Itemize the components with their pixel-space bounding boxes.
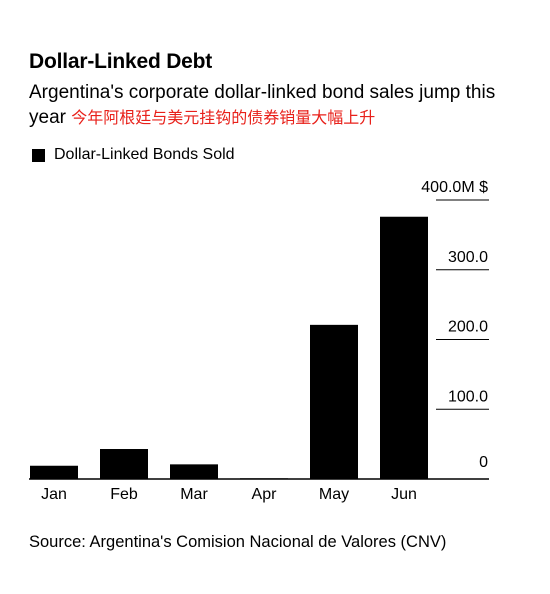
- x-tick-label: Mar: [180, 486, 208, 503]
- legend-label: Dollar-Linked Bonds Sold: [54, 146, 235, 163]
- source-note: Source: Argentina's Comision Nacional de…: [29, 533, 447, 551]
- y-tick-label: 400.0M $: [421, 179, 488, 196]
- x-tick-label: Apr: [252, 486, 278, 503]
- bar-chart: 0 100.0 200.0 300.0 400.0M $ Jan Feb Mar Apr May J…: [29, 179, 489, 503]
- bar-may: [310, 324, 358, 479]
- bar-jun: [380, 216, 428, 480]
- chart-legend: Dollar-Linked Bonds Sold: [32, 146, 235, 164]
- x-tick-label: Jun: [391, 486, 417, 503]
- subtitle-translation: 今年阿根廷与美元挂钩的债券销量大幅上升: [71, 108, 376, 127]
- chart-subtitle: Argentina's corporate dollar-linked bond…: [29, 80, 529, 130]
- subtitle-text: Argentina's corporate dollar-linked bond…: [29, 82, 496, 128]
- x-tick-label: Jan: [41, 486, 67, 503]
- bar-feb: [100, 449, 148, 479]
- legend-swatch: [32, 148, 45, 162]
- y-tick-label: 200.0: [448, 319, 488, 336]
- y-tick-label: 100.0: [448, 388, 488, 405]
- bar-mar: [170, 464, 218, 479]
- x-tick-label: May: [319, 486, 349, 503]
- x-tick-label: Feb: [110, 486, 138, 503]
- chart-title: Dollar-Linked Debt: [29, 50, 213, 73]
- y-tick-label: 0: [479, 454, 488, 471]
- bar-jan: [30, 465, 78, 479]
- y-tick-label: 300.0: [448, 249, 488, 266]
